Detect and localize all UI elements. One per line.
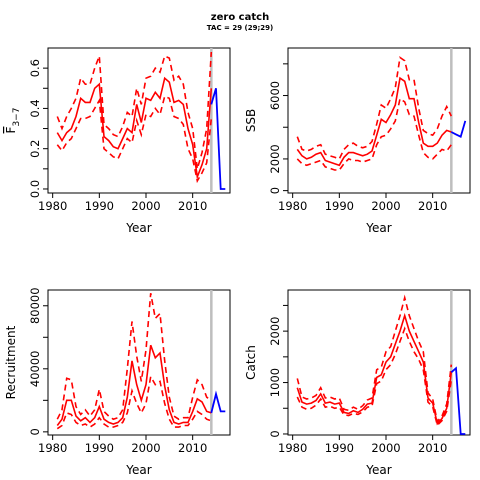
f-x-tick-label: 1990 — [85, 199, 114, 213]
recruitment-y-tick-label: 80000 — [28, 287, 42, 324]
catch-lower-bound-line — [296, 326, 453, 427]
recruitment-upper-bound-line — [56, 293, 212, 421]
ssb-x-tick-label: 1980 — [278, 199, 307, 213]
ssb-y-axis-label: SSB — [244, 109, 258, 132]
catch-x-tick-label: 1980 — [278, 441, 307, 455]
f-x-tick-label: 1980 — [38, 199, 67, 213]
recruitment-lower-bound-line — [56, 374, 212, 430]
ssb-x-tick-label: 2010 — [418, 199, 447, 213]
recruitment-x-tick-label: 2000 — [131, 441, 160, 455]
ssb-plot-frame — [287, 47, 471, 194]
figure-title: zero catch — [211, 12, 269, 23]
f-x-tick-label: 2010 — [178, 199, 207, 213]
ssb-projection-line — [450, 120, 467, 138]
recruitment-x-tick-label: 2010 — [178, 441, 207, 455]
catch-plot-frame — [287, 289, 471, 436]
catch-y-tick-label: 2000 — [268, 316, 282, 345]
f-lower-bound-line — [56, 95, 213, 184]
ssb-estimate-line — [296, 76, 452, 167]
ssb-x-tick-label: 2000 — [371, 199, 400, 213]
catch-x-axis-label: Year — [365, 463, 391, 477]
f-panel: 1980 1990 2000 2010 Year 0.0 0.2 0.4 0.6 F3−7 — [4, 47, 231, 235]
f-estimate-line — [56, 76, 213, 181]
ssb-y-tick-label: 0 — [268, 187, 282, 194]
f-x-axis-label: Year — [125, 221, 151, 235]
f-upper-bound-line — [56, 51, 213, 170]
catch-projection-line — [450, 366, 466, 435]
ssb-x-axis-label: Year — [365, 221, 391, 235]
f-y-tick-label: 0.0 — [28, 180, 42, 198]
recruitment-plot-frame — [47, 289, 231, 436]
catch-y-axis-label: Catch — [244, 345, 258, 380]
recruitment-y-tick-label: 0 — [28, 428, 42, 435]
recruitment-x-tick-label: 1990 — [85, 441, 114, 455]
ssb-lower-bound-line — [296, 97, 452, 171]
figure-subtitle: TAC = 29 (29;29) — [207, 24, 273, 32]
recruitment-x-axis-label: Year — [125, 463, 151, 477]
recruitment-projection-line — [210, 390, 226, 414]
f-x-tick-label: 2000 — [131, 199, 160, 213]
ssb-upper-bound-line — [296, 56, 453, 160]
recruitment-x-tick-label: 1980 — [38, 441, 67, 455]
catch-estimate-line — [296, 312, 453, 426]
catch-x-tick-label: 2000 — [371, 441, 400, 455]
f-y-tick-label: 0.6 — [28, 59, 42, 77]
f-y-tick-label: 0.2 — [28, 140, 42, 158]
ssb-y-tick-label: 2000 — [268, 144, 282, 173]
ssb-y-tick-label: 6000 — [268, 81, 282, 110]
recruitment-estimate-line — [56, 344, 212, 426]
f-projection-line — [210, 88, 226, 190]
catch-y-tick-label: 0 — [268, 430, 282, 437]
recruitment-y-tick-label: 40000 — [28, 351, 42, 388]
recruitment-panel: 1980 1990 2000 2010 Year 0 40000 80000 Recruitme… — [4, 287, 231, 477]
catch-x-tick-label: 1990 — [325, 441, 354, 455]
f-y-axis-label: F3−7 — [4, 108, 22, 134]
ssb-x-tick-label: 1990 — [325, 199, 354, 213]
f-y-tick-label: 0.4 — [28, 99, 42, 117]
ssb-panel: 1980 1990 2000 2010 Year 0 2000 6000 SSB — [244, 47, 471, 235]
catch-y-tick-label: 1000 — [268, 368, 282, 397]
catch-upper-bound-line — [296, 294, 453, 424]
catch-panel: 1980 1990 2000 2010 Year 0 1000 2000 Catch — [244, 289, 471, 477]
catch-x-tick-label: 2010 — [418, 441, 447, 455]
recruitment-y-axis-label: Recruitment — [4, 325, 18, 399]
f-plot-frame — [47, 47, 231, 194]
